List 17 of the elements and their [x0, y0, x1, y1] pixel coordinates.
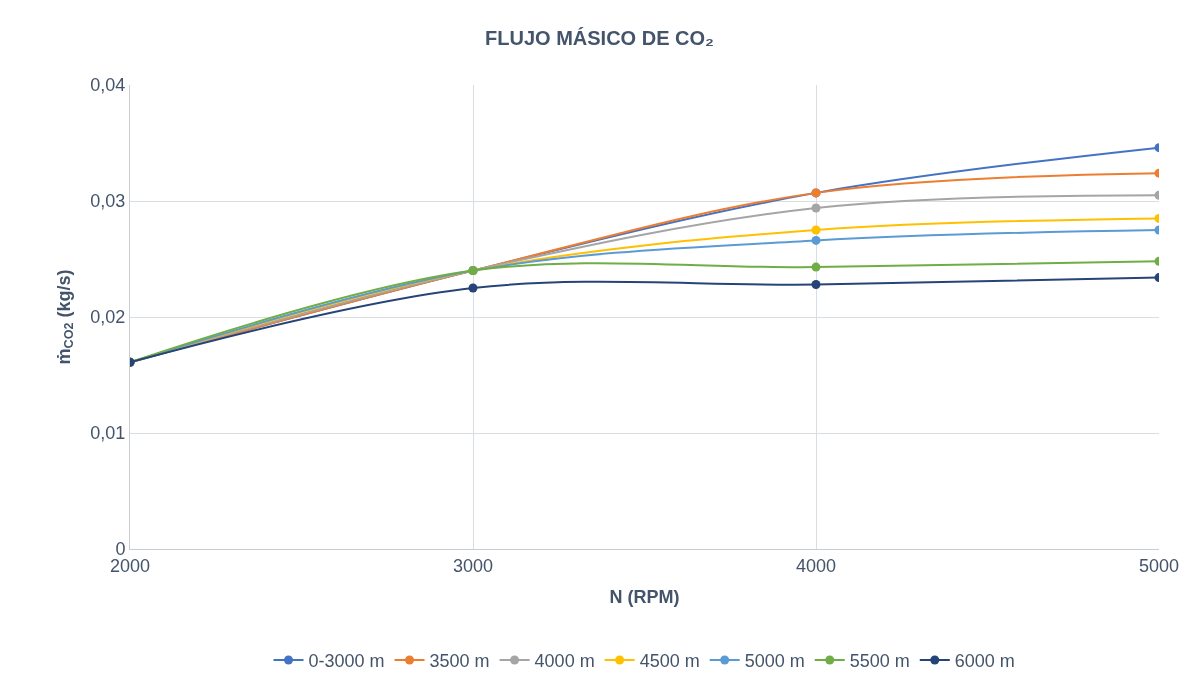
x-tick-label: 3000 — [452, 555, 494, 576]
point — [811, 262, 821, 272]
y-tick-label: 0,04 — [90, 75, 126, 96]
legend-label: 4000 m — [534, 651, 595, 672]
legend-label: 5000 m — [744, 651, 805, 672]
legend-label: 4500 m — [639, 651, 700, 672]
x-tick-label: 5000 — [1138, 555, 1180, 576]
legend-label: 6000 m — [954, 651, 1015, 672]
x-tick-label: 4000 — [795, 555, 837, 576]
x-axis-title: N (RPM) — [609, 586, 680, 607]
y-tick-label: 0,03 — [90, 191, 126, 212]
legend-label: 5500 m — [849, 651, 910, 672]
y-tick-label: 0,02 — [90, 307, 126, 328]
y-tick-label: 0,01 — [90, 423, 126, 444]
chart-title: FLUJO MÁSICO DE CO₂ — [485, 27, 714, 50]
legend-label: 3500 m — [429, 651, 490, 672]
legend-label: 0-3000 m — [308, 651, 385, 672]
